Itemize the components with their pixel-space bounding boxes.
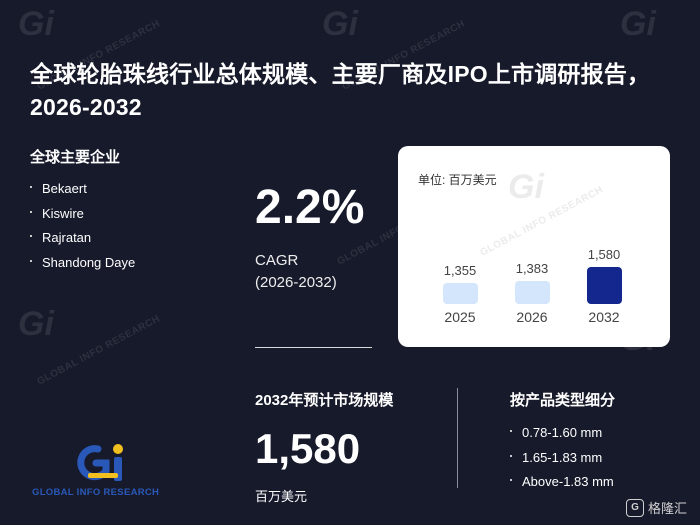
watermark-mark: Gi [18,305,54,343]
bar-value-label: 1,383 [515,261,549,277]
corner-brand: G 格隆汇 [626,498,687,517]
watermark-mark: Gi [322,5,358,43]
company-item: Rajratan [30,229,135,254]
bar-value-label: 1,355 [443,263,477,279]
divider-horizontal [255,347,372,348]
divider-vertical [457,388,458,488]
chart-unit-label: 单位: 百万美元 [418,173,497,187]
bar-category-label: 2026 [516,309,548,325]
gi-logo-icon [77,444,123,481]
segments-heading: 按产品类型细分 [510,392,616,409]
chart-card: Gi GLOBAL INFO RESEARCH 单位: 百万美元 1,355 20… [398,146,670,347]
company-item: Bekaert [30,180,135,205]
brand-logo: GLOBAL INFO RESEARCH [32,443,182,499]
companies-list: Bekaert Kiswire Rajratan Shandong Daye [30,180,135,278]
cagr-label-block: CAGR (2026-2032) [255,250,337,294]
companies-heading: 全球主要企业 [30,149,121,166]
cagr-period: (2026-2032) [255,274,337,291]
cagr-value: 2.2% [255,181,365,234]
chart-bar [442,283,478,304]
segments-list: 0.78-1.60 mm 1.65-1.83 mm Above-1.83 mm [510,424,614,498]
forecast-heading: 2032年预计市场规模 [255,392,394,409]
chart-bar [586,267,622,304]
watermark-text: GLOBAL INFO RESEARCH [35,313,163,388]
bar-category-label: 2025 [444,309,476,325]
page-title: 全球轮胎珠线行业总体规模、主要厂商及IPO上市调研报告，2026-2032 [30,61,651,120]
segment-item: 0.78-1.60 mm [510,424,614,449]
logo-text: GLOBAL INFO RESEARCH [32,487,160,498]
bar-chart: 1,355 2025 1,383 2026 1,580 2032 [398,146,670,347]
gelonghui-icon: G [626,498,644,517]
chart-bar [514,281,550,304]
segment-item: Above-1.83 mm [510,473,614,498]
company-item: Shandong Daye [30,254,135,279]
bar-category-label: 2032 [588,309,620,325]
bar-value-label: 1,580 [587,247,621,263]
corner-brand-text: 格隆汇 [648,501,688,516]
forecast-unit: 百万美元 [255,489,308,504]
watermark-mark: Gi [620,5,656,43]
company-item: Kiswire [30,205,135,230]
cagr-label: CAGR [255,252,299,269]
forecast-value: 1,580 [255,425,361,472]
segment-item: 1.65-1.83 mm [510,449,614,474]
watermark-mark: Gi [508,168,544,206]
watermark-mark: Gi [18,5,54,43]
